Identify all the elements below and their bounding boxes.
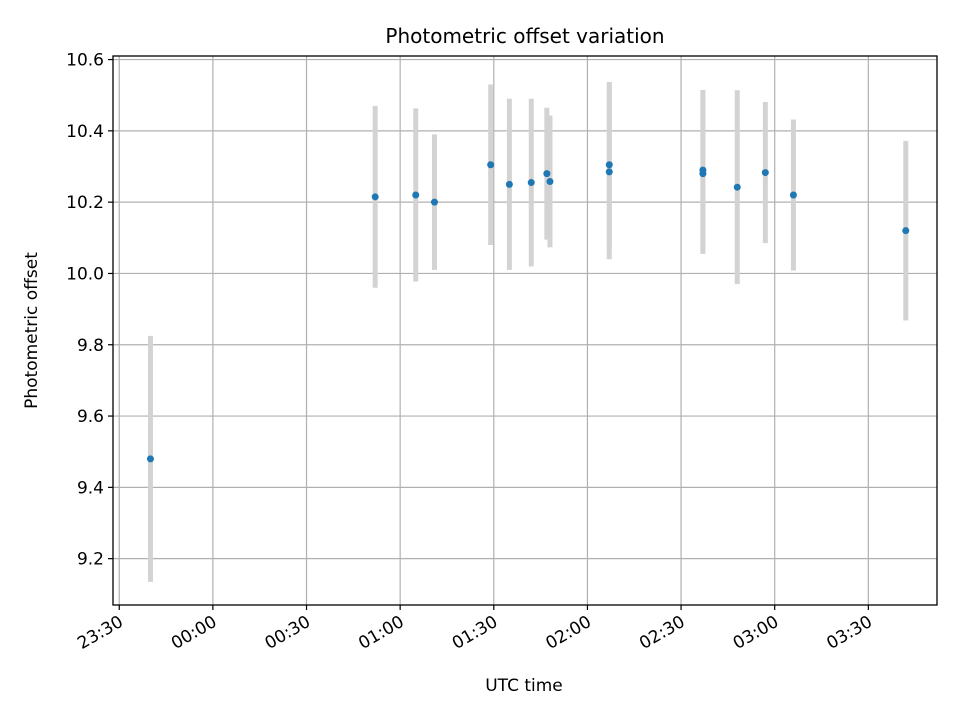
- x-tick-label: 01:00: [355, 612, 407, 654]
- y-tick-label: 10.6: [66, 51, 104, 71]
- y-tick-label: 10.4: [66, 122, 104, 142]
- data-point: [761, 169, 769, 177]
- data-point: [412, 191, 420, 199]
- data-point: [733, 183, 741, 191]
- y-tick-label: 9.2: [77, 550, 104, 570]
- chart-title: Photometric offset variation: [385, 24, 664, 48]
- data-point: [699, 170, 707, 178]
- grid-lines: [113, 56, 937, 605]
- data-point: [505, 180, 513, 188]
- x-tick-label: 23:30: [74, 612, 126, 654]
- data-point: [371, 193, 379, 201]
- y-tick-label: 9.4: [77, 478, 104, 498]
- data-point: [146, 455, 154, 463]
- data-point: [527, 179, 535, 187]
- error-bars: [147, 82, 909, 582]
- x-tick-label: 02:00: [542, 612, 594, 654]
- y-tick-label: 9.6: [77, 407, 104, 427]
- y-tick-label: 10.0: [66, 264, 104, 284]
- y-tick-label: 10.2: [66, 193, 104, 213]
- x-tick-label: 00:00: [168, 612, 220, 654]
- data-point: [605, 161, 613, 169]
- x-axis-title: UTC time: [485, 676, 563, 696]
- data-points: [146, 161, 910, 463]
- x-tick-label: 00:30: [262, 612, 314, 654]
- x-tick-label: 02:30: [636, 612, 688, 654]
- data-point: [543, 170, 551, 178]
- data-point: [902, 227, 910, 235]
- x-tick-label: 03:00: [730, 612, 782, 654]
- data-point: [487, 161, 495, 169]
- axis-ticks: 23:30 00:00 00:30 01:00 01:30 02:00 02:30 03:00…: [66, 51, 876, 654]
- x-tick-label: 03:30: [823, 612, 875, 654]
- y-axis-title: Photometric offset: [22, 252, 42, 409]
- data-point: [605, 168, 613, 176]
- y-tick-label: 9.8: [77, 336, 104, 356]
- plot-frame: [112, 55, 938, 606]
- data-point: [546, 177, 554, 185]
- x-tick-label: 01:30: [449, 612, 501, 654]
- data-point: [789, 191, 797, 199]
- data-point: [430, 198, 438, 206]
